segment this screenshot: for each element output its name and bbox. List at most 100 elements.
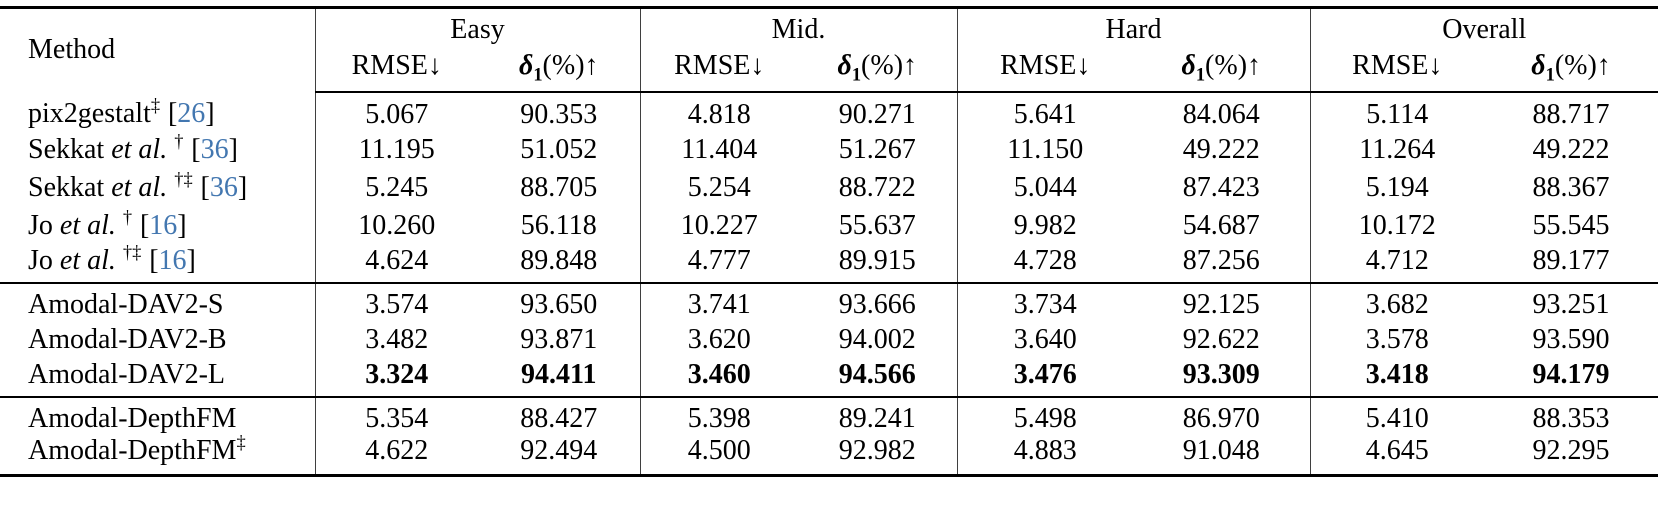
group-header-overall: Overall: [1309, 7, 1658, 46]
value-cell: 4.728: [956, 244, 1133, 283]
value-cell: 93.650: [478, 281, 640, 321]
value-cell: 3.741: [639, 281, 798, 321]
value-cell: 89.241: [798, 395, 957, 435]
method-superscript: †‡: [122, 242, 142, 263]
column-header-delta-overall: δ1(%)↑: [1484, 45, 1658, 93]
table-row: Amodal-DepthFM‡ 4.622 92.494 4.500 92.98…: [0, 432, 1658, 475]
value-cell: 4.777: [639, 244, 798, 283]
column-header-rmse-mid: RMSE↓: [639, 45, 798, 93]
value-cell: 92.494: [520, 434, 598, 466]
value-cell: 5.410: [1309, 395, 1485, 435]
value-cell: 4.883: [956, 434, 1133, 475]
table-row: Amodal-DAV2-S 3.574 93.650 3.741 93.666 …: [0, 281, 1658, 321]
column-header-delta-hard: δ1(%)↑: [1133, 45, 1311, 93]
method-superscript: ‡: [150, 95, 161, 116]
method-cell: Amodal-DAV2-S: [0, 281, 315, 321]
value-cell: 11.404: [639, 130, 798, 169]
method-name: Sekkat: [28, 133, 112, 165]
citation-link[interactable]: [16]: [140, 210, 187, 241]
table-row: Sekkat et al. †‡ [36] 5.245 88.705 5.254 …: [0, 168, 1658, 207]
table-row: Jo et al. †‡ [16] 4.624 89.848 4.777 89.9…: [0, 242, 1658, 283]
value-cell: 3.482: [314, 320, 478, 359]
delta-symbol: δ: [837, 50, 852, 81]
value-cell: 84.064: [1182, 98, 1260, 130]
method-cell: Sekkat et al. † [36]: [0, 131, 315, 169]
table-row: Amodal-DepthFM 5.354 88.427 5.398 89.241…: [0, 395, 1658, 435]
column-header-delta-easy: δ1(%)↑: [478, 45, 640, 93]
citation-bracket: [: [149, 244, 159, 276]
citation-link[interactable]: [36]: [191, 134, 238, 165]
method-superscript: ‡: [236, 432, 246, 453]
value-cell: 89.177: [1532, 244, 1610, 276]
value-cell: 5.254: [639, 168, 798, 207]
value-cell: 4.624: [314, 244, 478, 283]
value-cell: 89.915: [838, 244, 916, 276]
delta-rest: (%)↑: [861, 50, 918, 81]
column-header-rmse-overall: RMSE↓: [1309, 45, 1485, 93]
value-cell: 92.125: [1133, 281, 1311, 321]
group-header-hard: Hard: [956, 7, 1311, 46]
value-cell: 93.590: [1532, 323, 1610, 355]
value-cell: 3.734: [956, 281, 1133, 321]
value-cell: 3.476: [956, 358, 1133, 397]
value-cell: 5.498: [956, 395, 1133, 435]
citation-number: 16: [149, 209, 178, 241]
table-row: Amodal-DAV2-L 3.324 94.411 3.460 94.566 …: [0, 358, 1658, 397]
results-table: Method Easy Mid. Hard Overall RMSE↓ δ1(%…: [0, 6, 1658, 477]
delta-subscript: 1: [851, 64, 862, 85]
table-row: pix2gestalt‡ [26] 5.067 90.353 4.818 90.2…: [0, 91, 1658, 131]
value-cell: 56.118: [520, 209, 597, 241]
value-cell: 10.260: [314, 206, 478, 245]
citation-bracket: [: [139, 209, 150, 241]
value-cell: 5.114: [1309, 91, 1485, 131]
group-header-easy: Easy: [314, 7, 640, 46]
citation-link[interactable]: [26]: [168, 98, 215, 129]
method-cell: pix2gestalt‡ [26]: [0, 92, 315, 131]
method-name: Amodal-DAV2-L: [28, 358, 226, 390]
method-name: pix2gestalt: [28, 98, 151, 129]
value-cell: 88.427: [478, 395, 640, 435]
value-cell: 4.712: [1309, 244, 1485, 283]
table-row: Jo et al. † [16] 10.260 56.118 10.227 55.…: [0, 206, 1658, 245]
citation-link[interactable]: [16]: [149, 245, 196, 276]
value-cell: 5.398: [639, 395, 798, 435]
value-cell: 88.353: [1484, 395, 1658, 435]
citation-number: 36: [200, 133, 229, 165]
citation-link[interactable]: [36]: [201, 172, 248, 203]
column-header-rmse-easy: RMSE↓: [314, 45, 478, 93]
method-cell: Sekkat et al. †‡ [36]: [0, 169, 315, 207]
value-cell: 88.367: [1532, 171, 1610, 203]
method-superscript: †‡: [174, 169, 193, 190]
value-cell: 90.271: [838, 98, 916, 130]
value-cell: 10.227: [639, 206, 798, 245]
value-cell: 86.970: [1133, 395, 1311, 435]
value-cell: 93.666: [798, 281, 957, 321]
value-cell: 3.324: [314, 358, 478, 397]
value-cell: 94.179: [1532, 358, 1610, 390]
value-cell: 4.500: [639, 434, 798, 475]
method-cell: Jo et al. †‡ [16]: [0, 242, 315, 283]
citation-number: 26: [177, 98, 206, 129]
method-cell: Amodal-DAV2-L: [0, 359, 315, 397]
value-cell: 87.256: [1182, 244, 1260, 276]
value-cell: 5.641: [956, 91, 1133, 131]
value-cell: 3.640: [956, 320, 1133, 359]
delta-symbol: δ: [1181, 50, 1196, 81]
value-cell: 4.818: [639, 91, 798, 131]
delta-symbol: δ: [518, 50, 534, 81]
value-cell: 3.460: [639, 358, 798, 397]
value-cell: 51.052: [520, 133, 598, 165]
value-cell: 11.195: [314, 130, 478, 169]
citation-bracket: ]: [237, 171, 248, 203]
method-cell: Amodal-DepthFM: [0, 395, 315, 435]
value-cell: 88.717: [1532, 98, 1610, 130]
value-cell: 11.150: [956, 130, 1133, 169]
method-name: Jo: [28, 209, 60, 241]
value-cell: 5.044: [956, 168, 1133, 207]
delta-subscript: 1: [1545, 64, 1555, 85]
value-cell: 3.620: [639, 320, 798, 359]
column-header-delta-mid: δ1(%)↑: [798, 45, 957, 93]
table-row: Amodal-DAV2-B 3.482 93.871 3.620 94.002 …: [0, 320, 1658, 359]
method-name: Amodal-DAV2-S: [28, 288, 224, 320]
